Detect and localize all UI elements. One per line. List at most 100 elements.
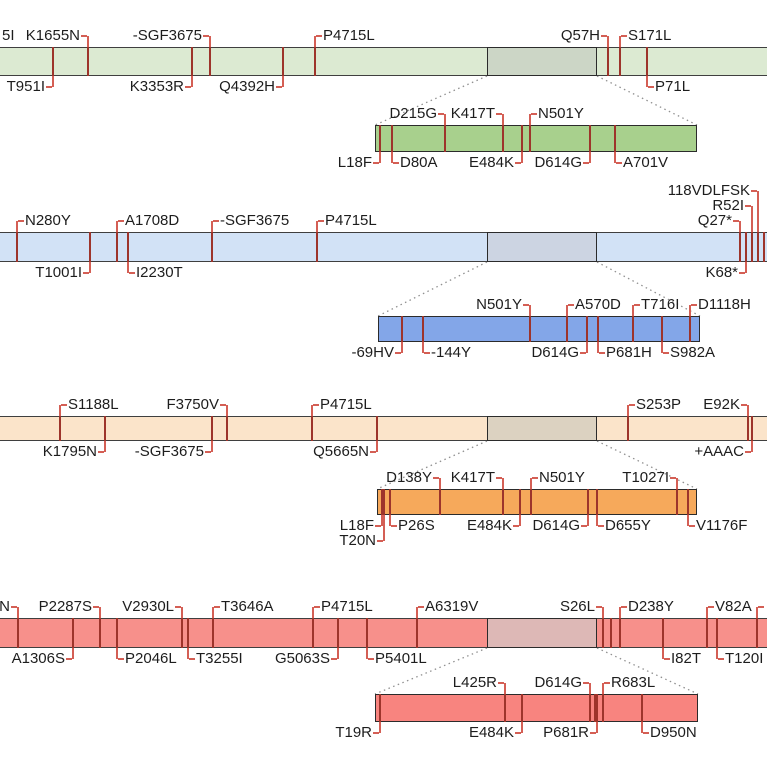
- mutation-tick: [627, 416, 629, 441]
- mutation-tick: [597, 316, 599, 342]
- mutation-connector-stub: [583, 162, 589, 164]
- mutation-connector: [383, 515, 385, 541]
- mutation-connector: [337, 648, 339, 659]
- mutation-tick: [226, 416, 228, 441]
- mutation-connector-stub: [66, 658, 72, 660]
- variant-4-spike-region-highlight: [487, 618, 597, 648]
- mutation-tick: [383, 489, 385, 515]
- mutation-connector-stub: [621, 35, 627, 37]
- mutation-connector: [529, 305, 531, 316]
- mutation-tick: [646, 47, 648, 76]
- mutation-connector-stub: [276, 86, 282, 88]
- mutation-connector-stub: [377, 540, 383, 542]
- mutation-label: T120I: [725, 650, 764, 667]
- mutation-connector: [596, 722, 598, 733]
- mutation-connector-stub: [758, 606, 764, 608]
- mutation-label: P681H: [606, 344, 652, 361]
- mutation-connector-stub: [213, 220, 219, 222]
- mutation-connector: [391, 152, 393, 163]
- mutation-label: K1795N: [42, 443, 97, 460]
- mutation-connector-stub: [129, 272, 135, 274]
- mutation-tick: [87, 47, 89, 76]
- mutation-label: P681R: [543, 724, 589, 741]
- mutation-connector: [756, 607, 758, 618]
- mutation-connector-stub: [98, 451, 104, 453]
- mutation-connector-stub: [601, 35, 607, 37]
- mutation-connector-stub: [599, 352, 605, 354]
- mutation-label: Q5665N: [313, 443, 369, 460]
- mutation-tick: [566, 316, 568, 342]
- mutation-connector-stub: [496, 113, 502, 115]
- mutation-tick: [381, 489, 383, 515]
- mutation-tick: [756, 618, 758, 648]
- mutation-label: E92K: [703, 396, 740, 413]
- mutation-connector-stub: [532, 477, 538, 479]
- mutation-connector: [314, 36, 316, 47]
- mutation-label: S253P: [636, 396, 682, 413]
- mutation-tick: [745, 232, 747, 262]
- mutation-tick: [716, 618, 718, 648]
- mutation-connector: [87, 36, 89, 47]
- mutation-tick: [314, 47, 316, 76]
- mutation-connector-stub: [433, 477, 439, 479]
- mutation-label: V2930L: [122, 598, 174, 615]
- mutation-label: T1001I: [35, 264, 82, 281]
- mutation-connector: [530, 478, 532, 489]
- mutation-connector-stub: [739, 272, 745, 274]
- mutation-connector-stub: [531, 113, 537, 115]
- mutation-tick: [211, 232, 213, 262]
- variant-3-spike-region-highlight: [487, 416, 597, 441]
- mutation-tick: [610, 618, 612, 648]
- mutation-tick: [632, 316, 634, 342]
- mutation-label: P4715L: [323, 27, 375, 44]
- mutation-label: D614G: [534, 674, 582, 691]
- mutation-label: D614G: [531, 344, 579, 361]
- mutation-label: T3646A: [221, 598, 274, 615]
- zoom-dotted-line: [377, 261, 488, 317]
- mutation-connector-stub: [203, 35, 209, 37]
- mutation-label: K3353R: [129, 78, 184, 95]
- mutation-connector-stub: [616, 162, 622, 164]
- mutation-connector: [619, 36, 621, 47]
- mutation-connector-stub: [663, 352, 669, 354]
- mutation-connector: [614, 152, 616, 163]
- mutation-connector: [676, 478, 678, 489]
- mutation-label: D1118H: [698, 296, 751, 313]
- mutation-label: A570D: [575, 296, 621, 313]
- mutation-tick: [589, 694, 591, 722]
- mutation-tick: [99, 618, 101, 648]
- mutation-tick: [439, 489, 441, 515]
- mutation-connector-stub: [741, 404, 747, 406]
- variant-3-spike-bar: [377, 489, 697, 515]
- mutation-connector-stub: [318, 220, 324, 222]
- variant-1-spike-bar: [375, 125, 697, 152]
- mutation-connector: [646, 76, 648, 87]
- mutation-label: P2287S: [38, 598, 92, 615]
- mutation-connector: [602, 607, 604, 618]
- mutation-connector-stub: [515, 732, 521, 734]
- mutation-tick: [16, 232, 18, 262]
- mutation-connector-stub: [11, 606, 17, 608]
- mutation-connector-stub: [368, 658, 374, 660]
- mutation-label: 5I: [2, 27, 15, 44]
- mutation-tick: [422, 316, 424, 342]
- mutation-connector-stub: [316, 35, 322, 37]
- mutation-tick: [751, 416, 753, 441]
- mutation-connector-stub: [118, 658, 124, 660]
- mutation-connector: [597, 342, 599, 353]
- mutation-label: G5063S: [274, 650, 330, 667]
- mutation-label: A1708D: [125, 212, 180, 229]
- mutation-connector: [751, 206, 753, 232]
- mutation-tick: [529, 316, 531, 342]
- mutation-connector: [191, 76, 193, 87]
- mutation-tick: [444, 125, 446, 152]
- mutation-connector-stub: [393, 162, 399, 164]
- mutation-label: V82A: [715, 598, 752, 615]
- mutation-connector: [607, 36, 609, 47]
- mutation-tick: [594, 694, 596, 722]
- mutation-label: -SGF3675: [134, 443, 204, 460]
- mutation-tick: [607, 47, 609, 76]
- mutation-connector-stub: [513, 525, 519, 527]
- mutation-tick: [59, 416, 61, 441]
